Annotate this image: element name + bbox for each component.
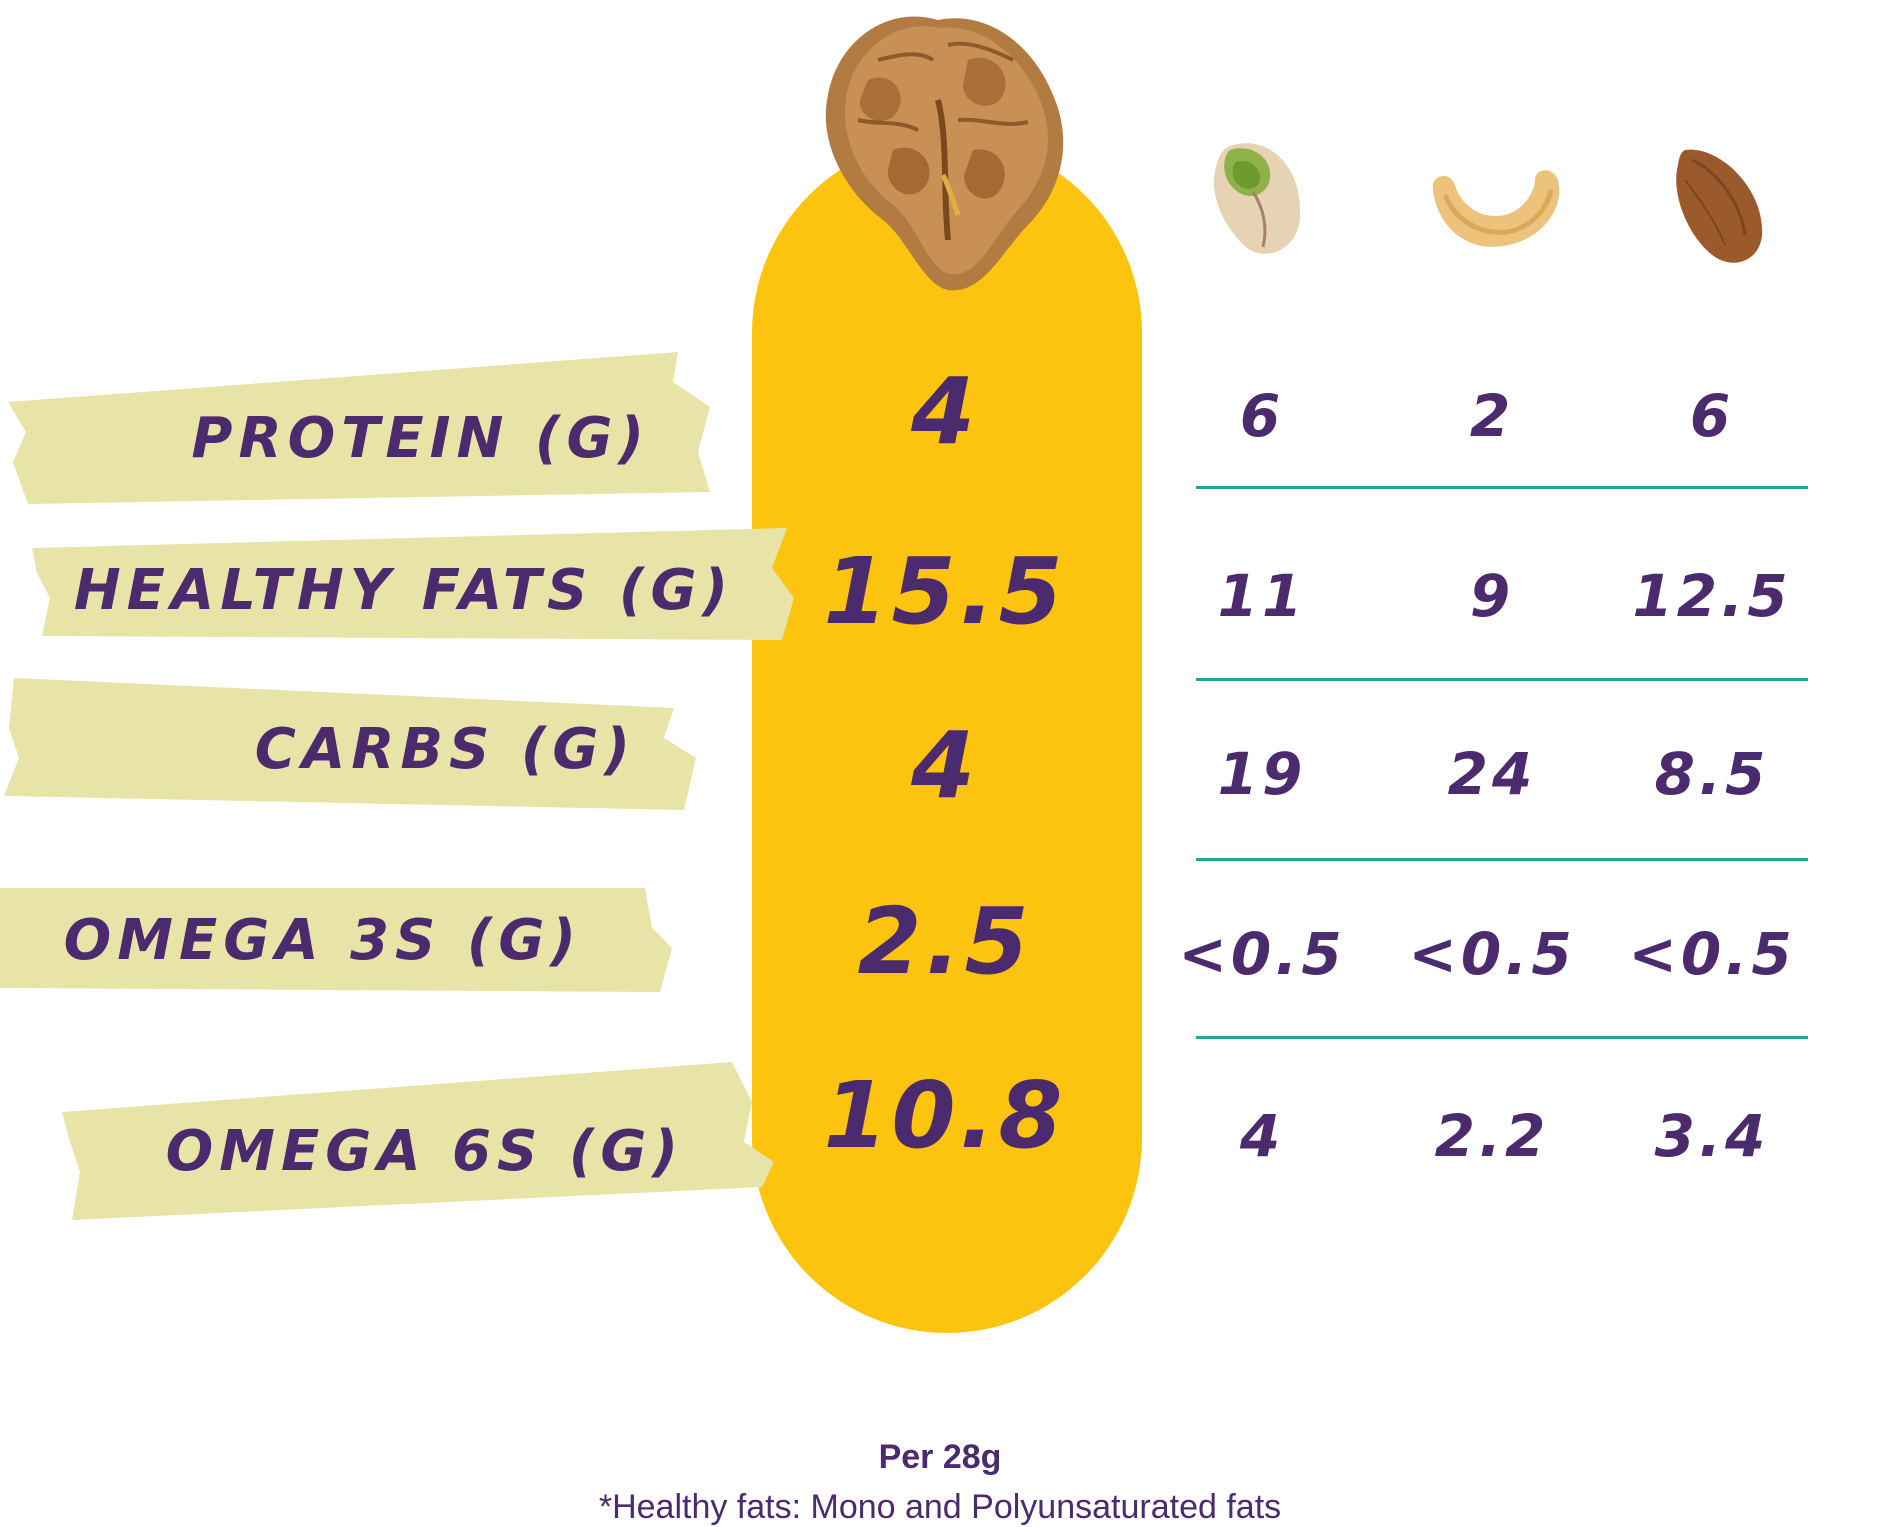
cashew-value-carbs: 24	[1447, 740, 1537, 808]
pistachio-value-carbs: 19	[1217, 740, 1307, 808]
almond-value-protein: 6	[1689, 382, 1735, 450]
walnut-icon	[798, 0, 1078, 300]
row-divider	[1196, 858, 1808, 861]
row-label-carbs: CARBS (G)	[4, 678, 696, 810]
tape-shape	[4, 678, 696, 810]
tape-shape	[62, 1062, 774, 1220]
pistachio-value-healthy-fats: 11	[1217, 562, 1307, 630]
cashew-value-omega-3s: <0.5	[1408, 920, 1576, 988]
label-text: HEALTHY FATS (G)	[73, 557, 734, 623]
row-label-protein: PROTEIN (G)	[8, 352, 710, 504]
walnut-value-omega-3s: 2.5	[857, 888, 1033, 995]
almond-value-omega-3s: <0.5	[1628, 920, 1796, 988]
cashew-value-omega-6s: 2.2	[1434, 1102, 1550, 1170]
walnut-value-omega-6s: 10.8	[823, 1062, 1067, 1169]
row-label-omega-3s: OMEGA 3s (G)	[0, 888, 672, 992]
cashew-value-healthy-fats: 9	[1469, 562, 1515, 630]
pistachio-icon	[1208, 132, 1308, 262]
tape-shape	[8, 352, 710, 504]
healthy-fats-footnote: *Healthy fats: Mono and Polyunsaturated …	[598, 1488, 1282, 1526]
row-label-healthy-fats: HEALTHY FATS (G)	[32, 528, 794, 640]
almond-value-omega-6s: 3.4	[1654, 1102, 1770, 1170]
row-label-omega-6s: OMEGA 6s (G)	[62, 1062, 774, 1220]
label-text: OMEGA 3s (G)	[63, 907, 582, 973]
row-divider	[1196, 1036, 1808, 1039]
tape-shape	[0, 888, 672, 992]
pistachio-value-omega-6s: 4	[1239, 1102, 1285, 1170]
label-text: OMEGA 6s (G)	[165, 1118, 684, 1184]
label-text: CARBS (G)	[254, 716, 636, 782]
walnut-highlight-pill	[752, 138, 1142, 1333]
cashew-icon	[1425, 160, 1565, 252]
pistachio-value-omega-3s: <0.5	[1178, 920, 1346, 988]
serving-size-note: Per 28g	[878, 1438, 1002, 1476]
row-divider	[1196, 486, 1808, 489]
row-divider	[1196, 678, 1808, 681]
almond-icon	[1670, 145, 1770, 267]
almond-value-carbs: 8.5	[1654, 740, 1770, 808]
cashew-value-protein: 2	[1469, 382, 1515, 450]
pistachio-value-protein: 6	[1239, 382, 1285, 450]
almond-value-healthy-fats: 12.5	[1632, 562, 1792, 630]
walnut-value-carbs: 4	[910, 712, 980, 819]
walnut-value-protein: 4	[910, 358, 980, 465]
walnut-value-healthy-fats: 15.5	[823, 538, 1067, 645]
label-text: PROTEIN (G)	[191, 405, 650, 471]
tape-shape	[32, 528, 794, 640]
